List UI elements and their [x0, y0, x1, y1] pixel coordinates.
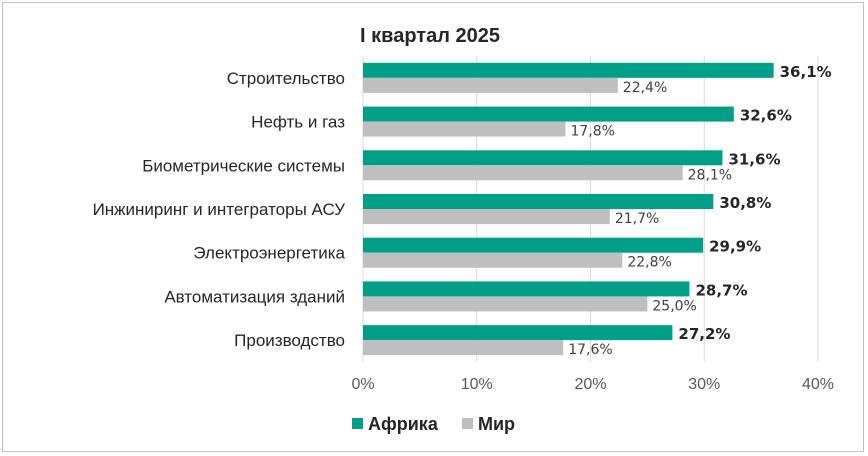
bar-world	[363, 77, 618, 93]
data-label-world: 25,0%	[652, 298, 696, 314]
category-label: Нефть и газ	[251, 113, 345, 132]
bar-africa	[363, 62, 774, 78]
legend-label-africa: Африка	[368, 414, 439, 434]
data-label-africa: 30,8%	[719, 194, 771, 212]
x-tick-label: 40%	[802, 376, 834, 393]
data-label-africa: 36,1%	[780, 63, 832, 81]
bar-africa	[363, 150, 723, 166]
x-tick-label: 0%	[351, 376, 374, 393]
legend-swatch-africa	[352, 418, 363, 429]
x-tick-label: 30%	[688, 376, 720, 393]
data-label-world: 17,8%	[570, 124, 614, 140]
category-label: Электроэнергетика	[193, 244, 345, 263]
data-label-africa: 31,6%	[728, 150, 780, 168]
data-label-world: 21,7%	[615, 211, 659, 227]
data-label-africa: 28,7%	[695, 281, 747, 299]
category-label: Строительство	[227, 69, 345, 88]
bar-africa	[363, 194, 714, 209]
data-label-world: 17,6%	[568, 342, 612, 358]
x-axis-ticks: 0% 10% 20% 30% 40%	[351, 376, 834, 393]
bar-world	[363, 121, 566, 137]
category-label: Инжиниринг и интеграторы АСУ	[93, 200, 346, 219]
legend: Африка Мир	[352, 414, 515, 434]
category-label: Автоматизация зданий	[164, 287, 345, 306]
bar-world	[363, 296, 648, 312]
category-label: Производство	[234, 331, 345, 350]
data-label-africa: 27,2%	[678, 325, 730, 343]
bar-africa	[363, 325, 673, 341]
data-label-africa: 29,9%	[709, 238, 761, 256]
data-label-world: 22,4%	[623, 80, 667, 96]
bar-africa	[363, 106, 734, 122]
data-label-africa: 32,6%	[740, 107, 792, 125]
bar-world	[363, 252, 623, 268]
bar-world	[363, 165, 683, 181]
bars: 36,1% 22,4% 32,6% 17,8% 31,6%28,1% 30,8% 21,7%…	[363, 63, 832, 358]
bar-africa	[363, 281, 690, 297]
data-label-world: 22,8%	[627, 255, 671, 271]
legend-swatch-world	[462, 418, 473, 429]
x-tick-label: 10%	[461, 376, 493, 393]
data-label-world: 28,1%	[688, 167, 732, 183]
bar-africa	[363, 237, 704, 253]
x-tick-label: 20%	[574, 376, 606, 393]
chart-title: I квартал 2025	[360, 25, 500, 47]
legend-label-world: Мир	[478, 414, 515, 434]
bar-world	[363, 209, 610, 224]
category-label: Биометрические системы	[142, 156, 345, 175]
bar-world	[363, 340, 564, 356]
category-labels: Строительство Нефть и газ Биометрические с…	[93, 69, 346, 350]
